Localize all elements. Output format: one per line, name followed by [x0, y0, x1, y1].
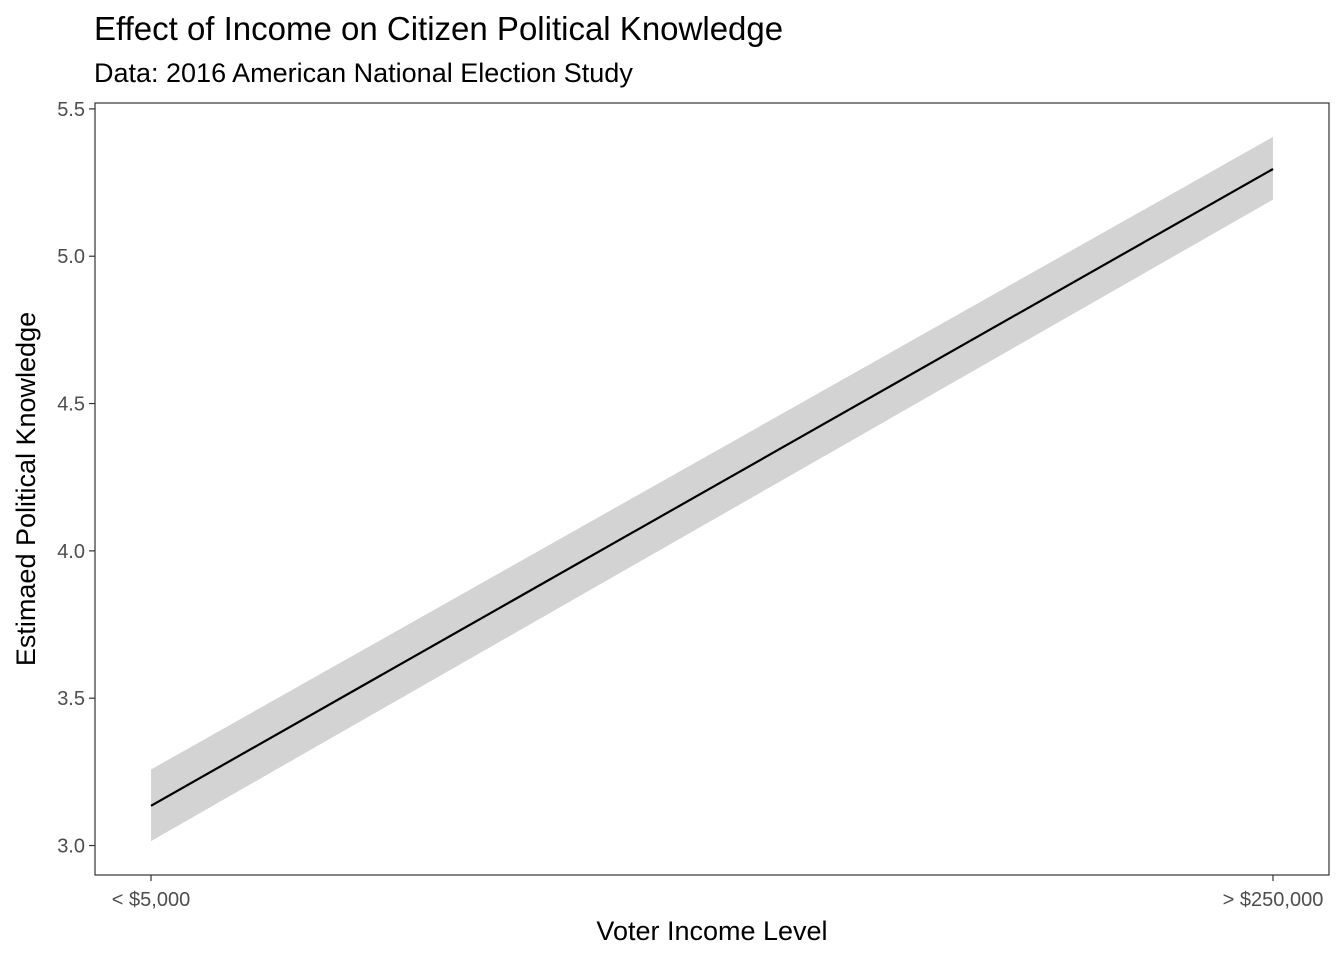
y-tick-label: 4.5 [57, 394, 85, 416]
confidence-ribbon [151, 136, 1273, 842]
chart-title: Effect of Income on Citizen Political Kn… [94, 10, 783, 47]
y-tick-label: 5.5 [57, 99, 85, 121]
regression-line [150, 168, 1274, 807]
chart-subtitle: Data: 2016 American National Election St… [94, 58, 633, 88]
y-tick-label: 5.0 [57, 246, 85, 268]
y-axis-title: Estimaed Political Knowledge [11, 312, 41, 666]
x-tick-label: < $5,000 [112, 889, 190, 911]
panel-border [94, 102, 1330, 876]
y-tick-label: 3.5 [57, 688, 85, 710]
x-tick-label: > $250,000 [1223, 889, 1324, 911]
plot-area [94, 102, 1330, 876]
y-tick-label: 3.0 [57, 836, 85, 858]
y-tick-label: 4.0 [57, 541, 85, 563]
x-axis: < $5,000 > $250,000 [112, 875, 1324, 911]
x-axis-title: Voter Income Level [596, 916, 827, 946]
y-axis: 3.0 3.5 4.0 4.5 5.0 5.5 [57, 99, 95, 858]
